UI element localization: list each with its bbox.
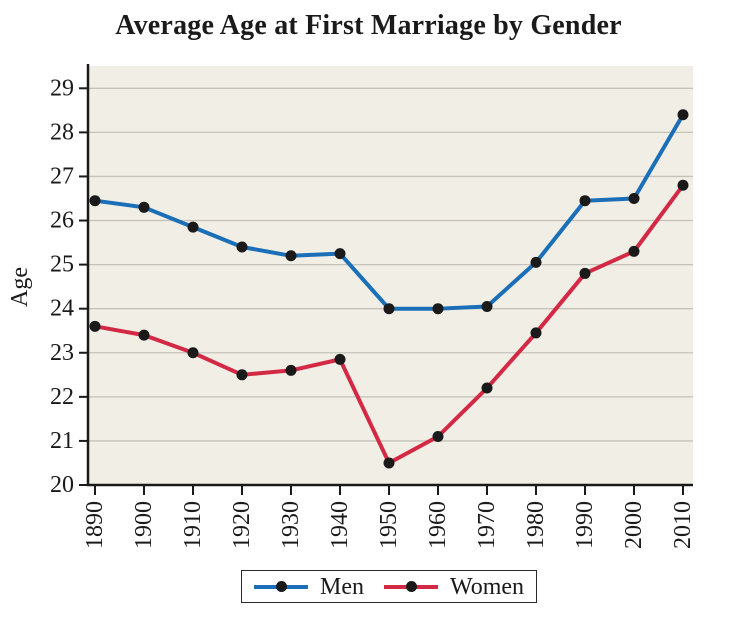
x-tick-label: 1990	[572, 501, 598, 549]
y-tick-label: 29	[50, 75, 74, 101]
x-tick-label: 1910	[180, 501, 206, 549]
x-tick-label: 2000	[621, 501, 647, 549]
x-tick-label: 1980	[523, 501, 549, 549]
x-tick-label: 1940	[327, 501, 353, 549]
y-tick-label: 22	[50, 384, 74, 410]
men-data-point	[677, 109, 689, 121]
women-data-point	[579, 267, 591, 279]
men-data-point	[579, 195, 591, 207]
y-tick-label: 25	[50, 252, 74, 278]
men-data-point	[628, 192, 640, 204]
chart-title: Average Age at First Marriage by Gender	[115, 10, 622, 41]
y-tick-label: 27	[50, 163, 74, 189]
men-data-point	[481, 300, 493, 312]
x-tick-label: 1970	[474, 501, 500, 549]
x-tick-label: 1950	[376, 501, 402, 549]
y-tick-label: 23	[50, 340, 74, 366]
legend: Men Women	[241, 570, 538, 603]
women-data-point	[89, 320, 101, 332]
x-tick-label: 1890	[82, 501, 108, 549]
y-tick-label: 26	[50, 208, 74, 234]
legend-label-women: Women	[450, 573, 525, 600]
men-data-point	[187, 221, 199, 233]
men-marker-sample	[275, 581, 287, 592]
men-data-point	[138, 201, 150, 213]
x-tick-label: 1920	[229, 501, 255, 549]
legend-label-men: Men	[320, 573, 364, 600]
y-tick-label: 21	[50, 428, 74, 454]
women-data-point	[432, 431, 444, 443]
y-tick-label: 24	[50, 296, 74, 322]
plot-area: 20 21 22 23 24 25 26 27 28 29 1890 1900 1910 1920 1930…	[7, 64, 696, 549]
x-tick-label: 1930	[278, 501, 304, 549]
women-line-swatch	[384, 580, 438, 594]
women-data-point	[138, 329, 150, 341]
legend-entry-women: Women	[384, 575, 524, 599]
men-line-swatch	[254, 580, 308, 594]
legend-entry-men: Men	[254, 575, 364, 599]
x-tick-label: 1900	[131, 501, 157, 549]
women-data-point	[628, 245, 640, 257]
plot-background	[88, 66, 693, 485]
men-data-point	[334, 248, 346, 260]
y-tick-label: 20	[50, 472, 74, 498]
women-data-point	[285, 364, 297, 376]
x-tick-label: 1960	[425, 501, 451, 549]
women-data-point	[334, 353, 346, 365]
women-data-point	[481, 382, 493, 394]
men-data-point	[432, 303, 444, 315]
women-data-point	[530, 327, 542, 339]
x-tick-label: 2010	[670, 501, 696, 549]
men-data-point	[89, 195, 101, 207]
women-marker-sample	[405, 581, 417, 592]
women-data-point	[383, 457, 395, 469]
men-data-point	[530, 256, 542, 268]
men-data-point	[383, 303, 395, 315]
women-data-point	[236, 369, 248, 381]
women-data-point	[677, 179, 689, 191]
y-axis-label: Age	[7, 267, 33, 307]
men-data-point	[236, 241, 248, 253]
men-data-point	[285, 250, 297, 262]
y-tick-label: 28	[50, 119, 74, 145]
women-data-point	[187, 347, 199, 359]
